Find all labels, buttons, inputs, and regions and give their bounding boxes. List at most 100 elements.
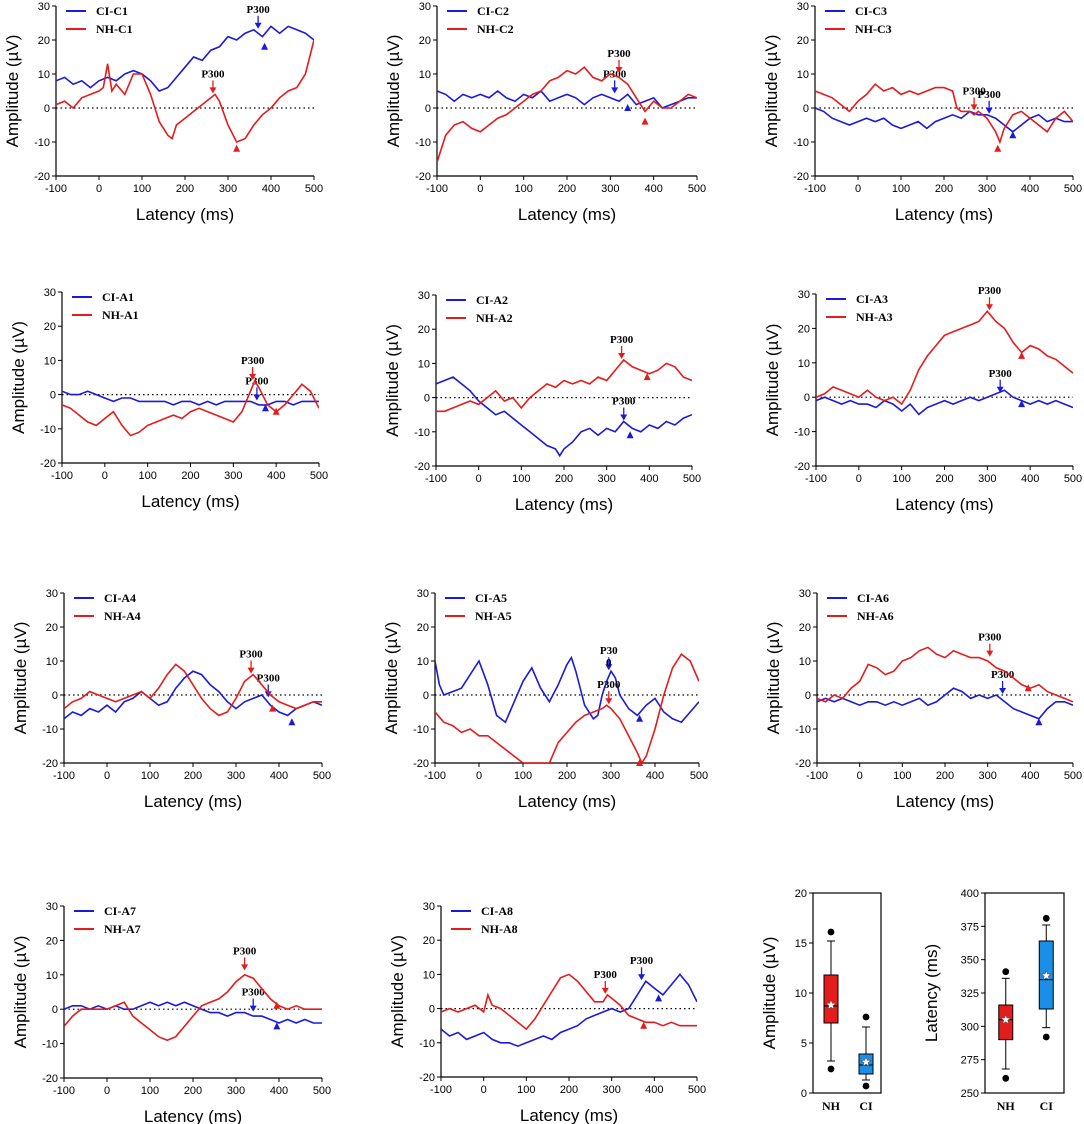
- p300-label: P300: [989, 368, 1013, 380]
- x-tick-label: -100: [424, 770, 446, 782]
- p300-arrow-head: [209, 87, 217, 94]
- y-tick-label: 300: [961, 1021, 979, 1033]
- latency-marker: [643, 373, 651, 381]
- y-tick-label: 30: [419, 1, 431, 13]
- series-line-ci-a8: [441, 973, 697, 1048]
- y-tick-label: -20: [793, 171, 809, 183]
- p300-arrow-head: [247, 667, 255, 674]
- legend-label: NH-A6: [857, 609, 894, 623]
- y-tick-label: 30: [798, 289, 810, 301]
- x-tick-label: 400: [267, 470, 285, 482]
- x-tick-label: 100: [517, 1084, 535, 1096]
- p300-arrow-head: [996, 386, 1004, 393]
- latency-marker: [624, 104, 632, 111]
- p300-label: P300: [242, 987, 266, 999]
- p300-arrow-head: [264, 691, 272, 698]
- x-tick-label: 200: [181, 470, 199, 482]
- y-tick-label: 30: [418, 290, 430, 302]
- x-tick-label: 200: [935, 183, 953, 195]
- x-axis-label: Latency (ms): [895, 495, 993, 514]
- y-axis-label: Amplitude (µV): [382, 622, 401, 735]
- y-tick-label: 250: [961, 1088, 979, 1100]
- x-tick-label: 300: [978, 473, 996, 485]
- y-tick-label: 375: [961, 921, 979, 933]
- y-tick-label: 10: [797, 69, 809, 81]
- p300-label-cont: 0: [606, 657, 612, 669]
- y-tick-label: 10: [44, 355, 56, 367]
- x-tick-label: 400: [640, 473, 658, 485]
- p300-label: P300: [245, 375, 269, 387]
- p300-arrow-head: [605, 664, 613, 671]
- latency-marker: [233, 144, 241, 152]
- y-axis-label: Amplitude (µV): [760, 937, 779, 1050]
- x-tick-label: 400: [1021, 183, 1039, 195]
- x-axis-label: Latency (ms): [520, 1106, 618, 1124]
- p300-arrow-head: [615, 67, 623, 73]
- x-tick-label: 400: [1021, 770, 1039, 782]
- x-tick-label: 100: [512, 473, 530, 485]
- y-tick-label: 0: [50, 390, 56, 402]
- series-line-ci-a3: [816, 389, 1073, 416]
- series-line-nh-c2: [437, 66, 697, 163]
- y-tick-label: 0: [425, 103, 431, 115]
- y-tick-label: 400: [961, 888, 979, 900]
- y-axis-label: Amplitude (µV): [11, 936, 30, 1049]
- x-tick-label: 400: [646, 770, 664, 782]
- p300-label: P300: [233, 945, 257, 957]
- x-tick-label: 500: [1064, 770, 1082, 782]
- x-tick-label: 200: [176, 183, 194, 195]
- y-tick-label: 10: [46, 970, 58, 982]
- legend-label: CI-C1: [96, 4, 128, 18]
- y-tick-label: 10: [795, 988, 807, 1000]
- x-tick-label: 100: [138, 470, 156, 482]
- p300-label: P300: [978, 285, 1002, 297]
- outlier-point: [1042, 914, 1050, 922]
- x-tick-label: 0: [476, 473, 482, 485]
- y-tick-label: 30: [44, 287, 56, 299]
- legend-label: NH-A8: [481, 922, 518, 936]
- p300-label: P300: [594, 969, 618, 981]
- y-tick-label: -10: [793, 137, 809, 149]
- latency-marker: [1018, 351, 1026, 359]
- latency-marker: [1024, 684, 1032, 692]
- y-tick-label: 30: [46, 901, 58, 913]
- y-axis-label: Amplitude (µV): [383, 324, 402, 437]
- x-tick-label: 300: [978, 770, 996, 782]
- series-line-ci-a4: [64, 670, 322, 720]
- latency-marker: [261, 404, 269, 412]
- series-line-ci-c2: [437, 89, 697, 109]
- series-line-nh-c3: [815, 83, 1073, 145]
- series-line-ci-c3: [815, 107, 1073, 133]
- x-axis-label: Latency (ms): [895, 205, 993, 224]
- x-tick-label: 400: [270, 770, 288, 782]
- legend-label: CI-A6: [857, 591, 889, 605]
- y-tick-label: -10: [42, 724, 58, 736]
- y-tick-label: 0: [429, 1004, 435, 1016]
- category-label: NH: [822, 1099, 841, 1113]
- series-line-ci-a5: [435, 655, 699, 724]
- y-tick-label: -20: [34, 171, 50, 183]
- p300-arrow-head: [601, 987, 609, 994]
- y-tick-label: 30: [417, 588, 429, 600]
- y-tick-label: 10: [38, 69, 50, 81]
- x-tick-label: -100: [426, 183, 448, 195]
- latency-marker: [1018, 400, 1026, 408]
- y-tick-label: 20: [417, 622, 429, 634]
- y-axis-label: Amplitude (µV): [3, 35, 22, 148]
- category-label: CI: [859, 1099, 873, 1113]
- p300-label: P300: [239, 649, 263, 661]
- x-tick-label: 200: [184, 770, 202, 782]
- legend-label: CI-A7: [104, 904, 136, 918]
- series-line-nh-a6: [817, 646, 1073, 703]
- legend-label: NH-A5: [475, 609, 512, 623]
- p300-arrow-head: [254, 22, 262, 29]
- legend-label: NH-C3: [855, 22, 892, 36]
- x-tick-label: 300: [978, 183, 996, 195]
- y-tick-label: 20: [46, 935, 58, 947]
- x-tick-label: -100: [51, 470, 73, 482]
- x-tick-label: 300: [227, 1085, 245, 1097]
- y-tick-label: 0: [805, 690, 811, 702]
